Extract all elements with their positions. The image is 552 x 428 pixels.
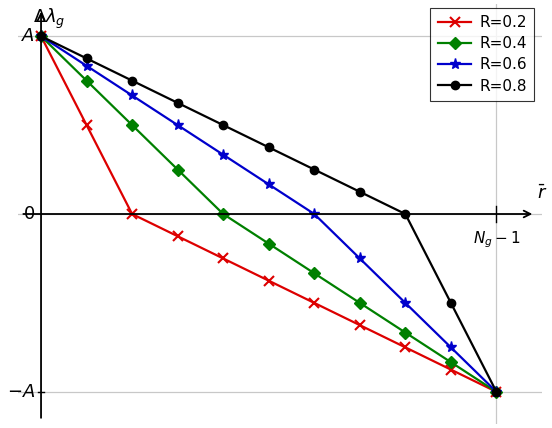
R=0.6 bbox=[220, 152, 226, 158]
R=0.2 bbox=[357, 323, 363, 328]
Text: $-A$: $-A$ bbox=[7, 383, 35, 401]
R=0.4 bbox=[357, 300, 363, 306]
R=0.2 bbox=[38, 34, 44, 39]
R=0.2 bbox=[402, 345, 408, 350]
R=0.4 bbox=[174, 167, 181, 172]
R=0.6 bbox=[83, 63, 90, 68]
R=0.2 bbox=[129, 211, 135, 217]
R=0.4 bbox=[220, 211, 226, 217]
R=0.4 bbox=[493, 389, 500, 394]
R=0.2 bbox=[493, 389, 500, 394]
R=0.6 bbox=[493, 389, 500, 394]
R=0.8 bbox=[311, 167, 317, 172]
R=0.8 bbox=[357, 189, 363, 194]
Line: R=0.2: R=0.2 bbox=[36, 31, 501, 397]
Text: $\Delta\lambda_g$: $\Delta\lambda_g$ bbox=[33, 7, 66, 31]
Line: R=0.4: R=0.4 bbox=[37, 32, 501, 396]
Line: R=0.8: R=0.8 bbox=[37, 32, 501, 396]
Text: $\bar{r}$: $\bar{r}$ bbox=[537, 185, 547, 203]
Legend: R=0.2, R=0.4, R=0.6, R=0.8: R=0.2, R=0.4, R=0.6, R=0.8 bbox=[430, 8, 534, 101]
R=0.4 bbox=[448, 360, 454, 365]
Text: 0: 0 bbox=[24, 205, 35, 223]
R=0.2 bbox=[174, 234, 181, 239]
R=0.6 bbox=[357, 256, 363, 261]
R=0.6 bbox=[402, 300, 408, 306]
R=0.8 bbox=[402, 211, 408, 217]
R=0.6 bbox=[266, 182, 272, 187]
R=0.2 bbox=[448, 367, 454, 372]
R=0.6 bbox=[174, 122, 181, 128]
R=0.2 bbox=[220, 256, 226, 261]
Line: R=0.6: R=0.6 bbox=[35, 31, 502, 397]
R=0.8 bbox=[493, 389, 500, 394]
R=0.6 bbox=[38, 34, 44, 39]
R=0.4 bbox=[38, 34, 44, 39]
R=0.8 bbox=[266, 145, 272, 150]
R=0.2 bbox=[266, 278, 272, 283]
R=0.6 bbox=[448, 345, 454, 350]
R=0.8 bbox=[448, 300, 454, 306]
R=0.2 bbox=[83, 122, 90, 128]
R=0.4 bbox=[402, 330, 408, 335]
R=0.8 bbox=[129, 78, 135, 83]
R=0.2 bbox=[311, 300, 317, 306]
R=0.8 bbox=[83, 56, 90, 61]
R=0.4 bbox=[266, 241, 272, 246]
R=0.4 bbox=[129, 122, 135, 128]
Text: $A$: $A$ bbox=[22, 27, 35, 45]
R=0.8 bbox=[174, 100, 181, 105]
R=0.8 bbox=[220, 122, 226, 128]
R=0.6 bbox=[311, 211, 317, 217]
R=0.6 bbox=[129, 93, 135, 98]
Text: $N_g-1$: $N_g-1$ bbox=[473, 229, 520, 250]
R=0.4 bbox=[311, 270, 317, 276]
R=0.8 bbox=[38, 34, 44, 39]
R=0.4 bbox=[83, 78, 90, 83]
